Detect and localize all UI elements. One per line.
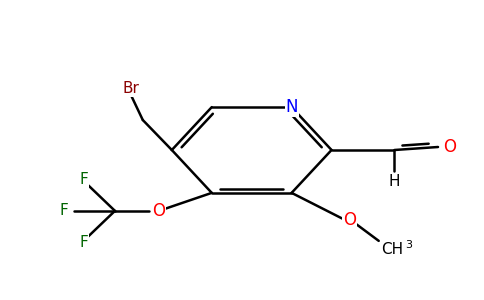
Text: H: H [389, 174, 400, 189]
Text: F: F [79, 172, 88, 187]
Text: 3: 3 [406, 240, 412, 250]
Text: O: O [343, 211, 356, 229]
Text: F: F [79, 235, 88, 250]
Text: F: F [60, 203, 69, 218]
Text: Br: Br [122, 81, 139, 96]
Text: O: O [152, 202, 165, 220]
Text: N: N [286, 98, 298, 116]
Text: O: O [444, 138, 456, 156]
Text: CH: CH [381, 242, 403, 257]
